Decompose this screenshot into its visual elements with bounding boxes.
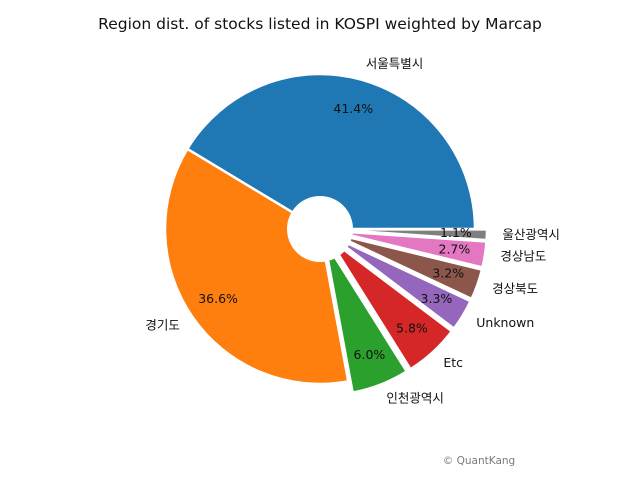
percent-label-8: 1.1% (440, 225, 472, 240)
percent-label-6: 3.2% (432, 266, 464, 281)
percent-label-4: 5.8% (396, 321, 428, 336)
pie-slice-4 (326, 236, 454, 371)
pie-slice-8 (330, 228, 489, 242)
chart-title: Region dist. of stocks listed in KOSPI w… (98, 15, 542, 33)
slice-label-region-3: 인천광역시 (386, 391, 444, 406)
credit-text: © QuantKang (443, 455, 515, 467)
pie-slice-6 (330, 231, 484, 301)
percent-label-7: 2.7% (439, 241, 471, 256)
pie-slice-1 (186, 72, 477, 231)
pie-slice-7 (330, 229, 488, 269)
slice-label-region-7: 경상남도 (500, 248, 546, 263)
percent-label-3: 6.0% (354, 347, 386, 362)
slice-label-region-1: 서울특별시 (366, 56, 424, 71)
pie-slice-2 (163, 147, 350, 386)
percent-label-2: 36.6% (198, 291, 238, 306)
slice-label-region-8: 울산광역시 (502, 227, 560, 242)
pie-slice-5 (329, 233, 472, 330)
slice-label-unknown-5: Unknown (476, 315, 534, 330)
donut-hole (287, 196, 353, 262)
slice-label-region-6: 경상북도 (492, 281, 538, 296)
slice-label-etc-4: Etc (443, 355, 463, 370)
pie-slices (163, 72, 489, 394)
pie-slice-3 (323, 238, 408, 394)
slice-label-region-2: 경기도 (145, 318, 180, 333)
percent-labels: 41.4% 36.6% 6.0% 5.8% 3.3% 3.2% 2.7%1.1% (198, 101, 472, 362)
percent-label-1: 41.4% (333, 101, 373, 116)
percent-label-5: 3.3% (421, 291, 453, 306)
